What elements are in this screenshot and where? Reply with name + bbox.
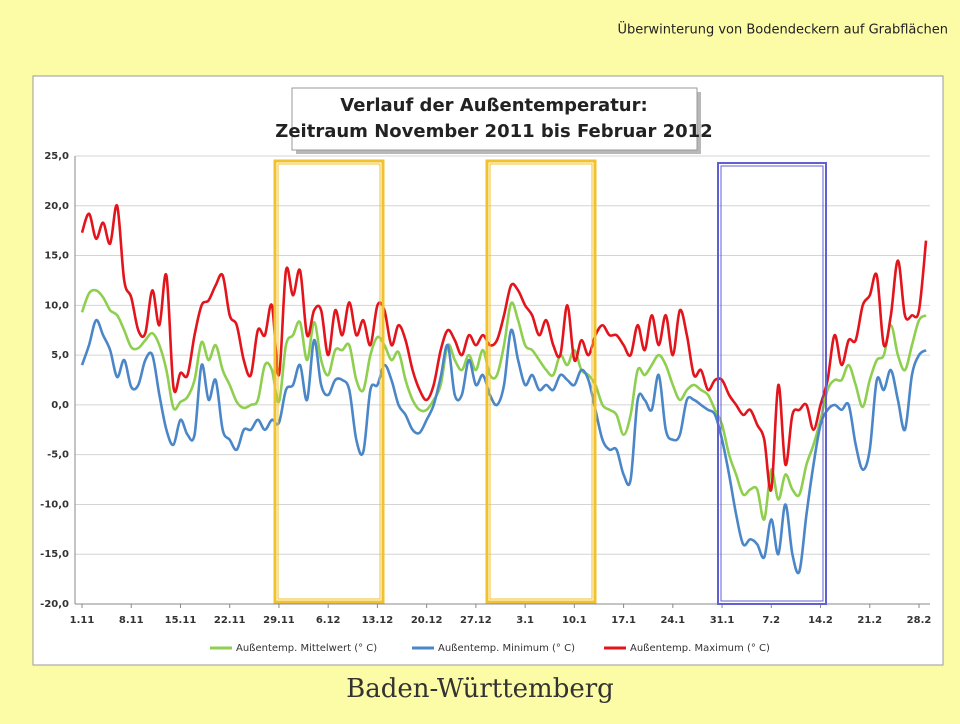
x-tick-label: 10.1 bbox=[562, 615, 587, 626]
x-tick-label: 31.1 bbox=[710, 615, 735, 626]
x-tick-label: 14.2 bbox=[808, 615, 833, 626]
x-tick-label: 1.11 bbox=[70, 615, 95, 626]
series-line bbox=[80, 204, 928, 492]
x-tick-label: 21.2 bbox=[857, 615, 882, 626]
y-tick-label: 20,0 bbox=[44, 201, 69, 212]
highlight-box bbox=[277, 163, 381, 600]
x-tick-label: 17.1 bbox=[611, 615, 636, 626]
x-tick-label: 22.11 bbox=[214, 615, 246, 626]
x-tick-label: 29.11 bbox=[263, 615, 295, 626]
x-tick-label: 6.12 bbox=[316, 615, 341, 626]
highlight-box bbox=[489, 163, 593, 600]
x-tick-label: 13.12 bbox=[362, 615, 394, 626]
y-tick-label: 5,0 bbox=[51, 350, 69, 361]
plot: -20,0 -15,0 -10,0 -5,0 0,0 5,0 10,0 15,0 20,0 25,… bbox=[40, 151, 931, 626]
x-tick-label: 8.11 bbox=[119, 615, 144, 626]
series-line bbox=[80, 318, 927, 575]
y-tick-label: 15,0 bbox=[44, 251, 69, 262]
x-tick-label: 28.2 bbox=[907, 615, 932, 626]
series-line bbox=[80, 288, 927, 521]
y-tick-label: -5,0 bbox=[47, 450, 69, 461]
legend-label: Außentemp. Mittelwert (° C) bbox=[236, 643, 377, 654]
x-tick-label: 3.1 bbox=[516, 615, 534, 626]
chart-title: Verlauf der Außentemperatur: bbox=[340, 95, 647, 116]
title-box bbox=[291, 87, 698, 151]
x-tick-label: 7.2 bbox=[762, 615, 780, 626]
legend-label: Außentemp. Minimum (° C) bbox=[438, 643, 575, 654]
y-tick-label: 25,0 bbox=[44, 151, 69, 162]
y-tick-label: 10,0 bbox=[44, 300, 69, 311]
x-tick-label: 20.12 bbox=[411, 615, 443, 626]
y-tick-label: -10,0 bbox=[40, 499, 69, 510]
highlight-box bbox=[717, 162, 827, 605]
chart-subtitle: Zeitraum November 2011 bis Februar 2012 bbox=[275, 121, 712, 142]
highlight-box bbox=[720, 165, 824, 602]
y-tick-label: -15,0 bbox=[40, 549, 69, 560]
y-tick-label: 0,0 bbox=[51, 400, 69, 411]
legend-label: Außentemp. Maximum (° C) bbox=[630, 643, 770, 654]
slide-header: Überwinterung von Bodendeckern auf Grabf… bbox=[617, 21, 948, 38]
x-tick-label: 27.12 bbox=[460, 615, 492, 626]
x-tick-label: 15.11 bbox=[165, 615, 197, 626]
x-tick-label: 24.1 bbox=[660, 615, 685, 626]
slide-footer: Baden-Württemberg bbox=[346, 674, 614, 704]
highlight-box bbox=[485, 159, 597, 604]
highlights bbox=[273, 159, 827, 605]
y-tick-label: -20,0 bbox=[40, 599, 69, 610]
highlight-box bbox=[273, 159, 385, 604]
